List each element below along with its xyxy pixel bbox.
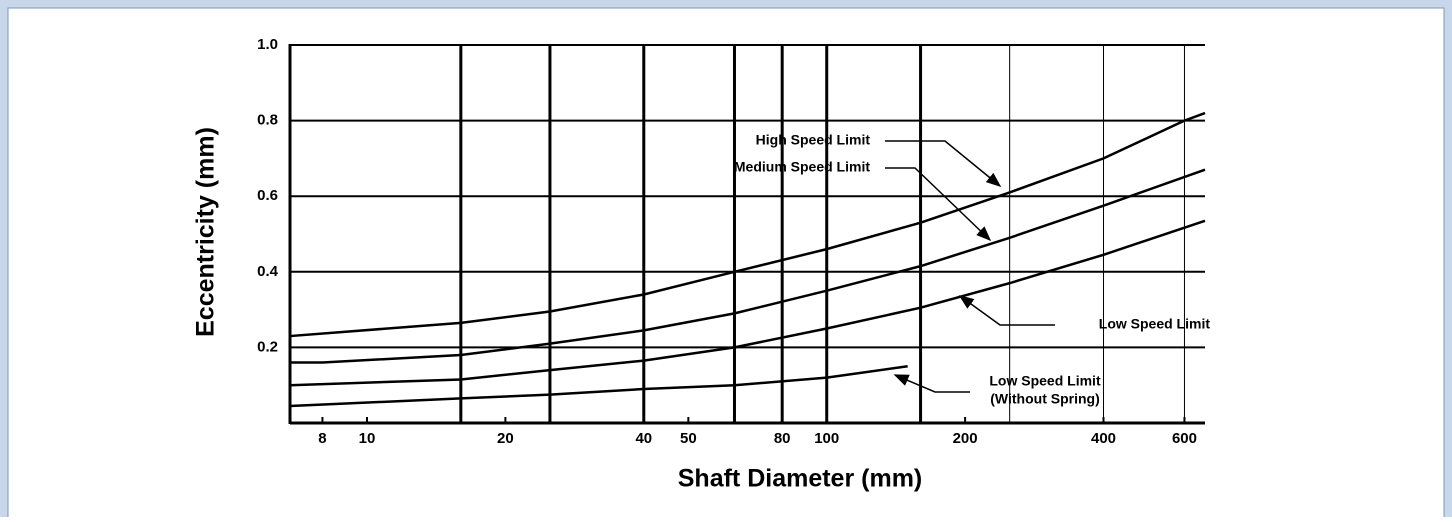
line <box>289 365 908 408</box>
x-tick-label: 400 <box>1091 430 1116 447</box>
x-tick-label: 600 <box>1172 430 1197 447</box>
y-tick-label: 0.4 <box>257 263 279 280</box>
leader-line <box>885 167 992 242</box>
leader-line <box>885 140 1002 187</box>
legend-label: Low Speed Limit <box>1099 316 1211 332</box>
x-tick-label: 50 <box>680 430 697 447</box>
y-tick-label: 0.8 <box>257 112 278 129</box>
leader-line <box>958 295 1055 326</box>
leader-line <box>893 374 970 393</box>
line <box>289 111 1206 338</box>
y-tick-label: 1.0 <box>257 36 278 53</box>
x-tick-label: 8 <box>318 430 326 447</box>
x-tick-label: 200 <box>953 430 978 447</box>
y-tick-label: 0.6 <box>257 187 278 204</box>
x-tick-label: 20 <box>497 430 514 447</box>
legend-label: High Speed Limit <box>756 132 871 148</box>
legend-label: (Without Spring) <box>990 391 1100 407</box>
panel <box>7 7 1445 522</box>
x-tick-label: 40 <box>635 430 652 447</box>
y-tick-label: 0.2 <box>257 338 278 355</box>
x-tick-label: 80 <box>774 430 791 447</box>
line <box>290 168 1206 364</box>
legend-label: Low Speed Limit <box>989 373 1101 389</box>
y-axis-label: Eccentricity (mm) <box>192 127 220 337</box>
x-tick-label: 100 <box>814 430 839 447</box>
legend-label: Medium Speed Limit <box>734 159 870 175</box>
line <box>289 219 1206 387</box>
x-axis-label: Shaft Diameter (mm) <box>678 465 923 493</box>
x-tick-label: 10 <box>359 430 376 447</box>
